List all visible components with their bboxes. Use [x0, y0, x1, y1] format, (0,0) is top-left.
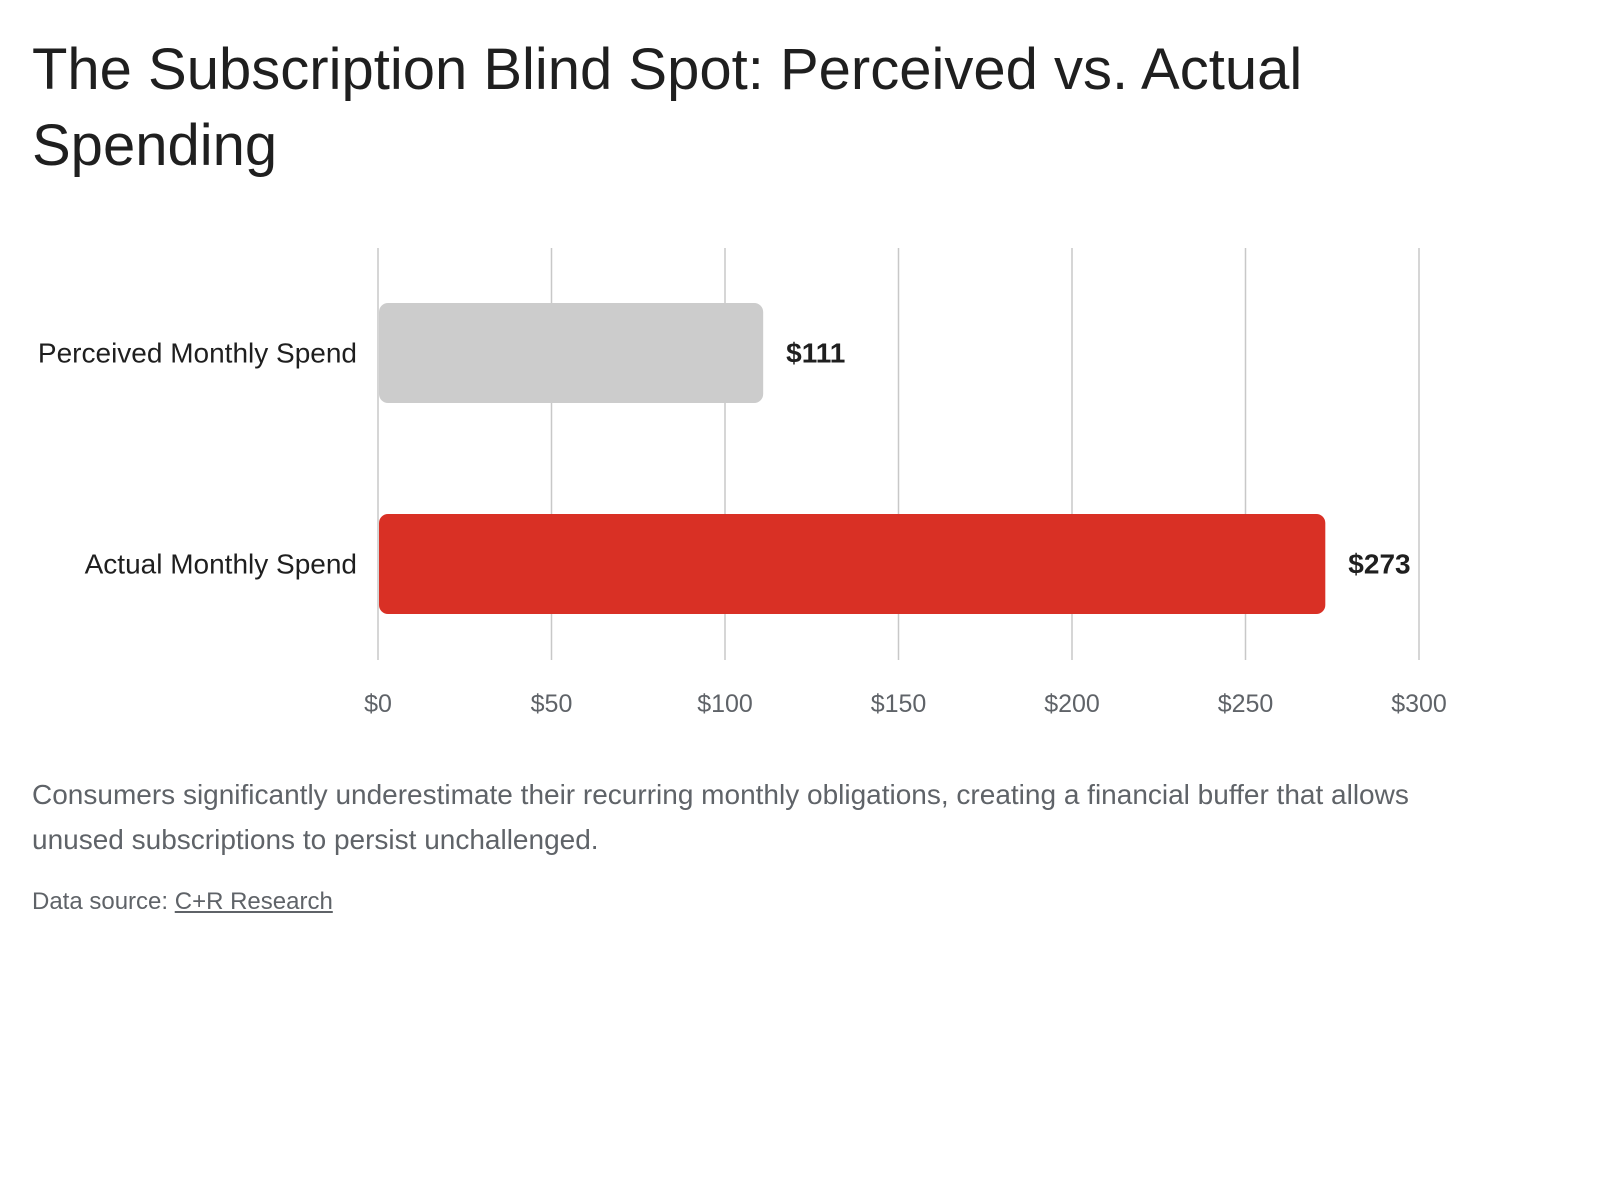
data-source-prefix: Data source:: [32, 888, 175, 915]
chart-caption: Consumers significantly underestimate th…: [32, 779, 1409, 855]
x-tick-label: $250: [1218, 690, 1274, 718]
labels: $0 $50 $100 $150 $200 $250 $300 Perceived Month…: [38, 338, 1447, 719]
x-tick-label: $100: [697, 690, 753, 718]
category-label: Actual Monthly Spend: [85, 549, 357, 580]
bar-chart: $0 $50 $100 $150 $200 $250 $300 Perceived Month…: [32, 240, 1572, 740]
chart-title: The Subscription Blind Spot: Perceived v…: [32, 37, 1303, 178]
data-source: Data source: C+R Research: [32, 884, 333, 920]
x-tick-label: $300: [1391, 690, 1447, 718]
x-tick-label: $50: [531, 690, 573, 718]
bar-perceived: [379, 303, 764, 403]
data-source-link[interactable]: C+R Research: [174, 888, 333, 915]
category-label: Perceived Monthly Spend: [38, 338, 357, 369]
x-tick-label: $0: [364, 690, 392, 718]
value-label: $273: [1348, 549, 1410, 580]
value-label: $111: [786, 338, 845, 369]
x-tick-label: $200: [1044, 690, 1100, 718]
bars: [379, 303, 1326, 614]
x-tick-label: $150: [871, 690, 927, 718]
bar-actual: [379, 514, 1326, 614]
bar-chart-svg: $0 $50 $100 $150 $200 $250 $300 Perceived Month…: [38, 248, 1447, 719]
